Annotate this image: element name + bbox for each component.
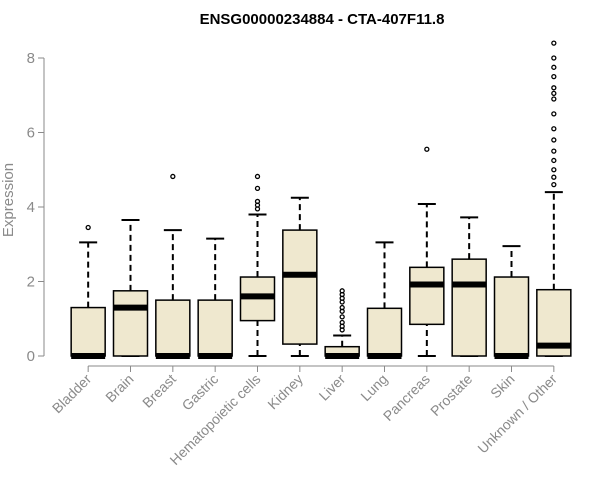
x-tick-label: Pancreas [380,371,433,424]
outlier-point [339,288,345,294]
outlier-point [551,111,557,117]
boxes [70,40,572,359]
box-iqr [70,306,106,357]
box-iqr [112,290,149,357]
y-tick-label: 0 [27,348,35,365]
x-tick-label: Unknown / Other [474,371,560,457]
outlier-point [551,137,557,143]
x-tick-label: Breast [139,371,179,411]
outlier-point [551,73,557,80]
outlier-point [254,185,261,192]
box-group [536,40,572,357]
outlier-point [339,304,345,311]
box-iqr [155,299,191,357]
box-group [366,241,403,359]
y-tick-label: 4 [27,199,35,216]
box-iqr [451,258,487,357]
box-group [324,288,360,359]
box-group [70,224,106,359]
box-group [451,216,487,357]
box-iqr [197,299,233,357]
outlier-point [551,96,557,102]
outlier-point [551,157,557,164]
box-iqr [366,307,403,357]
outlier-point [551,126,557,132]
box-iqr [493,276,530,357]
outlier-point [424,146,430,152]
x-tick-label: Prostate [427,371,475,419]
y-tick-label: 8 [27,50,35,67]
outlier-point [85,224,91,231]
outlier-point [551,85,557,91]
y-axis-label: Expression [0,163,17,237]
x-tick-label: Brain [102,371,136,405]
outlier-point [551,40,557,46]
outlier-point [551,167,557,173]
y-tick-label: 2 [27,274,35,291]
box-group [155,173,191,359]
x-tick-label: Liver [316,371,349,404]
y-tick-label: 6 [27,125,35,142]
x-tick-label: Lung [357,371,390,404]
chart-title: ENSG00000234884 - CTA-407F11.8 [200,11,445,28]
outlier-point [254,173,261,180]
outlier-point [339,319,345,326]
box-iqr [282,229,318,345]
outlier-point [551,181,557,188]
outlier-point [551,55,557,61]
box-group [282,196,318,357]
outlier-point [551,174,557,180]
box-group [112,219,149,357]
box-group [409,146,445,357]
x-tick-label: Kidney [264,371,306,413]
box-group [493,245,530,359]
outlier-point [551,90,557,97]
box-iqr [409,266,445,326]
x-tick-label: Skin [487,371,518,402]
outlier-point [339,314,345,320]
box-group [239,173,276,357]
x-tick-label: Bladder [49,371,95,417]
outlier-point [170,173,176,180]
outlier-point [551,148,557,154]
outlier-point [254,198,261,205]
box-group [197,237,233,359]
outlier-point [551,64,557,70]
